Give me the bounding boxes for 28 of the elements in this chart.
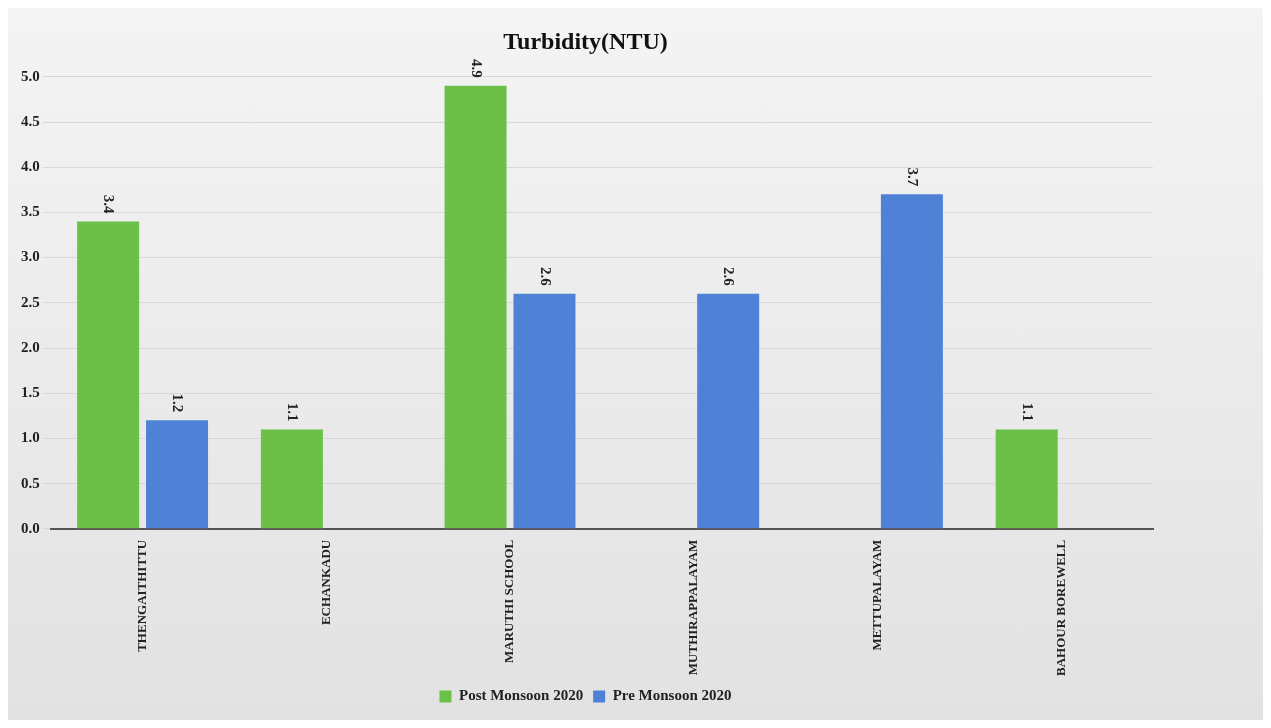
y-tick-label: 3.0 — [21, 248, 40, 265]
legend-label: Pre Monsoon 2020 — [612, 687, 732, 704]
y-tick-label: 0.5 — [21, 474, 40, 491]
legend-label: Post Monsoon 2020 — [458, 687, 584, 704]
y-tick-label: 2.5 — [21, 293, 40, 310]
y-tick-label: 0.0 — [21, 519, 40, 536]
y-tick-label: 3.5 — [21, 203, 40, 220]
x-tick-label: BAHOUR BOREWELL — [1052, 539, 1068, 677]
data-label: 3.4 — [101, 194, 118, 214]
data-label: 4.9 — [468, 59, 485, 78]
data-label: 1.1 — [284, 402, 301, 422]
x-tick-label: METTUPALAYAM — [868, 539, 884, 651]
data-label: 3.7 — [905, 167, 922, 187]
y-tick-label: 1.0 — [21, 429, 40, 446]
data-label: 1.1 — [1019, 402, 1036, 422]
data-label: 2.6 — [537, 267, 554, 287]
x-tick-label: MUTHIRAPPALAYAM — [685, 539, 701, 676]
chart-title: Turbidity(NTU) — [503, 27, 668, 54]
y-tick-label: 5.0 — [21, 67, 40, 84]
x-tick-label: MARUTHI SCHOOL — [501, 539, 517, 663]
x-tick-label: THENGAITHITTU — [133, 539, 149, 652]
x-tick-label: ECHANKADU — [317, 539, 333, 626]
y-tick-label: 4.5 — [21, 112, 40, 129]
y-tick-label: 4.0 — [21, 158, 40, 175]
data-label: 2.6 — [721, 267, 738, 287]
y-tick-label: 2.0 — [21, 338, 40, 355]
data-label: 1.2 — [170, 393, 187, 413]
y-tick-label: 1.5 — [21, 384, 40, 401]
